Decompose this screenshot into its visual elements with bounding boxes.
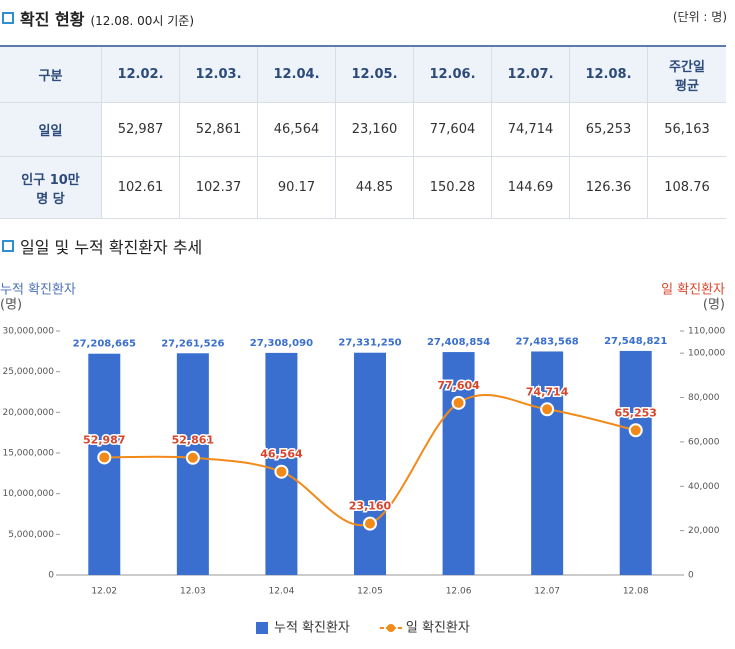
cell: 108.76 bbox=[647, 156, 726, 219]
line-marker bbox=[185, 450, 200, 465]
icon bbox=[2, 12, 14, 24]
y2-tick-label: 100,000 bbox=[688, 349, 725, 359]
cell: 52,987 bbox=[101, 102, 180, 157]
bar-label: 27,408,854 bbox=[427, 337, 490, 348]
y2-tick-label: 60,000 bbox=[688, 437, 720, 447]
cell: 90.17 bbox=[257, 156, 336, 219]
bar-label: 27,308,090 bbox=[250, 338, 313, 349]
line-label: 52,861 bbox=[172, 434, 214, 447]
line-marker bbox=[451, 395, 466, 410]
table: 구분 12.02. 12.03. 12.04. 12.05. 12.06. 12.07. 12… bbox=[0, 45, 726, 219]
cell: 144.69 bbox=[491, 156, 570, 219]
line-label: 23,160 bbox=[349, 500, 392, 513]
row: 일일 52,987 52,861 46,564 23,160 77,604 74,714 65… bbox=[0, 102, 726, 157]
cell: 126.36 bbox=[569, 156, 648, 219]
line-marker bbox=[274, 464, 289, 479]
bar-label: 27,208,665 bbox=[73, 339, 136, 350]
x-tick-label: 12.03 bbox=[180, 587, 206, 597]
title: 확진 현황 bbox=[20, 10, 85, 29]
y2-tick-label: 0 bbox=[688, 571, 694, 581]
y-tick-label: 25,000,000 bbox=[2, 367, 54, 377]
cell: 52,861 bbox=[179, 102, 258, 157]
cell: 44.85 bbox=[335, 156, 414, 219]
y-tick-label: 30,000,000 bbox=[2, 327, 54, 337]
x-tick-label: 12.07 bbox=[534, 587, 560, 597]
bar bbox=[442, 352, 475, 575]
bar-label: 27,261,526 bbox=[161, 338, 224, 349]
y2-label: 일 확진환자 bbox=[661, 283, 725, 298]
x-tick-label: 12.05 bbox=[357, 587, 383, 597]
bar-label: 27,483,568 bbox=[516, 336, 579, 347]
header-cell: 12.06. bbox=[413, 45, 492, 103]
line-label: 46,564 bbox=[260, 448, 303, 461]
y-label: 누적 확진환자 bbox=[0, 283, 76, 298]
bar bbox=[265, 352, 298, 575]
row: 인구 10만 명 당 102.61 102.37 90.17 44.85 150.28 14… bbox=[0, 156, 726, 219]
cell: 56,163 bbox=[647, 102, 726, 157]
header-cell: 12.07. bbox=[491, 45, 570, 103]
header-cell: 12.03. bbox=[179, 45, 258, 103]
line-label: 74,714 bbox=[526, 385, 569, 398]
y-tick-label: 10,000,000 bbox=[2, 489, 54, 499]
legend-swatch bbox=[256, 622, 268, 634]
subtitle: (12.08. 00시 기준) bbox=[90, 14, 195, 28]
y2-tick-label: 20,000 bbox=[688, 526, 720, 536]
bar bbox=[354, 352, 386, 575]
icon bbox=[2, 240, 14, 252]
bar bbox=[531, 351, 564, 575]
cell: 102.61 bbox=[101, 156, 180, 219]
line-marker bbox=[363, 516, 377, 531]
cell: 일일 bbox=[0, 102, 102, 157]
y2-tick-label: 40,000 bbox=[688, 482, 720, 492]
cell: 150.28 bbox=[413, 156, 492, 219]
cell: 74,714 bbox=[491, 102, 570, 157]
x-tick-label: 12.08 bbox=[623, 587, 649, 597]
line-label: 65,253 bbox=[614, 406, 656, 419]
y-tick-label: 15,000,000 bbox=[2, 449, 54, 459]
legend-label: 누적 확진환자 bbox=[274, 621, 350, 636]
line-label: 77,604 bbox=[437, 379, 480, 392]
header-cell: 12.05. bbox=[335, 45, 414, 103]
x-tick-label: 12.02 bbox=[91, 587, 117, 597]
section-title: 일일 및 누적 확진환자 추세 bbox=[20, 238, 203, 257]
cell: 65,253 bbox=[569, 102, 648, 157]
y-tick-label: 0 bbox=[48, 571, 54, 581]
x-tick-label: 12.04 bbox=[269, 587, 295, 597]
legend-label: 일 확진환자 bbox=[406, 621, 470, 636]
line-marker bbox=[540, 402, 555, 417]
cell: 인구 10만 명 당 bbox=[0, 156, 102, 219]
cell: 23,160 bbox=[335, 102, 414, 157]
line-marker bbox=[97, 450, 112, 465]
y-unit: (명) bbox=[0, 298, 22, 313]
header-cell: 12.02. bbox=[101, 45, 180, 103]
y2-tick-label: 80,000 bbox=[688, 393, 720, 403]
y2-tick-label: 110,000 bbox=[688, 327, 725, 337]
header-cell: 12.08. bbox=[569, 45, 648, 103]
cell: 102.37 bbox=[179, 156, 258, 219]
line-label: 52,987 bbox=[83, 433, 125, 446]
x-tick-label: 12.06 bbox=[446, 587, 472, 597]
line-marker bbox=[628, 423, 643, 438]
header: 확진 현황 (12.08. 00시 기준) bbox=[20, 6, 194, 30]
unit: (단위 : 명) bbox=[672, 10, 727, 24]
y2-unit: (명) bbox=[703, 298, 725, 313]
legend-swatch bbox=[386, 624, 395, 632]
bar bbox=[619, 350, 652, 575]
y-tick-label: 20,000,000 bbox=[2, 408, 54, 418]
bar-label: 27,548,821 bbox=[604, 336, 667, 347]
bar-label: 27,331,250 bbox=[338, 338, 401, 349]
header-cell: 구분 bbox=[0, 45, 102, 103]
y-tick-label: 5,000,000 bbox=[8, 530, 54, 540]
